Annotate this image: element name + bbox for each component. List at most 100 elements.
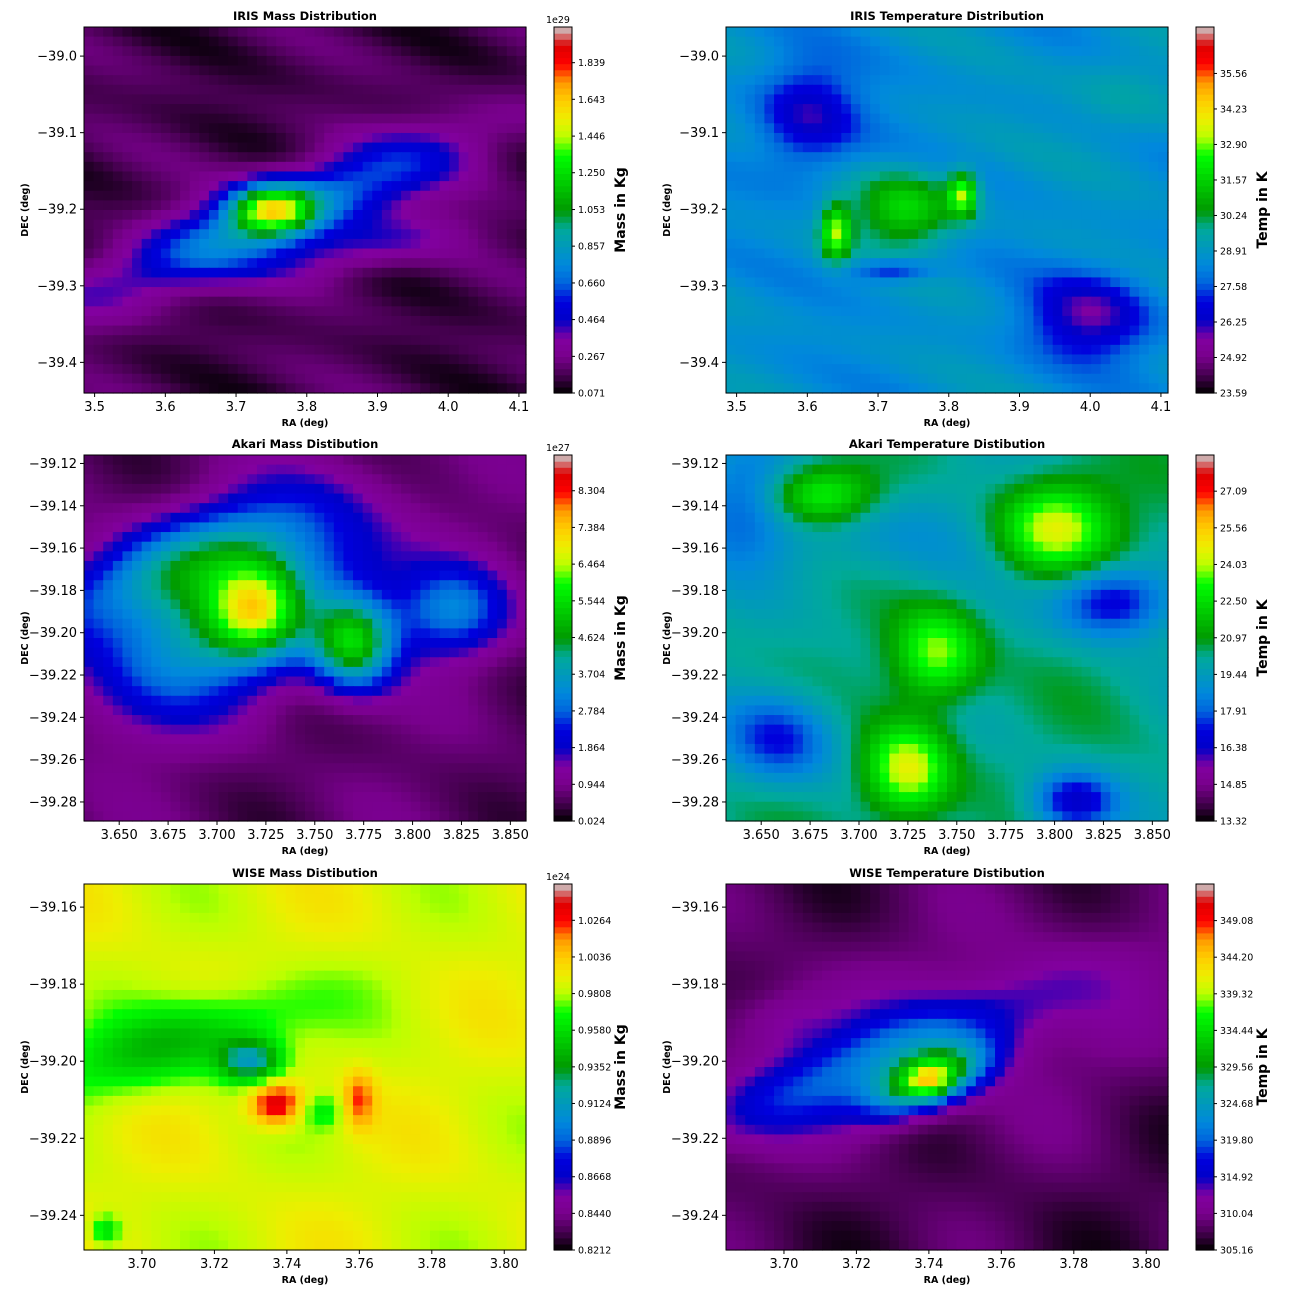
heatmap-cell	[516, 268, 526, 278]
heatmap-cell	[851, 37, 861, 47]
heatmap-cell	[363, 374, 373, 384]
heatmap-cell	[1149, 104, 1159, 114]
heatmap-cell	[861, 46, 871, 56]
heatmap-cell	[295, 152, 305, 162]
heatmap-cell	[1062, 123, 1072, 133]
heatmap-cell	[1072, 75, 1082, 85]
heatmap-cell	[420, 306, 430, 316]
heatmap-cell	[353, 27, 363, 37]
heatmap-cell	[286, 249, 296, 259]
heatmap-cell	[267, 599, 277, 609]
heatmap-cell	[334, 239, 344, 249]
heatmap-cell	[103, 715, 113, 725]
heatmap-cell	[103, 316, 113, 326]
heatmap-cell	[142, 571, 152, 581]
heatmap-cell	[286, 599, 296, 609]
heatmap-cell	[1043, 239, 1053, 249]
heatmap-cell	[918, 210, 928, 220]
heatmap-cell	[219, 94, 229, 104]
heatmap-cell	[478, 374, 488, 384]
heatmap-cell	[94, 258, 104, 268]
heatmap-cell	[209, 114, 219, 124]
heatmap-cell	[132, 181, 142, 191]
heatmap-cell	[324, 104, 334, 114]
heatmap-cell	[94, 210, 104, 220]
heatmap-cell	[870, 335, 880, 345]
heatmap-cell	[1130, 277, 1140, 287]
heatmap-cell	[142, 513, 152, 523]
heatmap-cell	[190, 542, 200, 552]
heatmap-cell	[861, 220, 871, 230]
colorbar-segment	[554, 167, 572, 174]
heatmap-cell	[1110, 297, 1120, 307]
heatmap-cell	[1033, 258, 1043, 268]
heatmap-cell	[1033, 143, 1043, 153]
heatmap-cell	[180, 686, 190, 696]
heatmap-cell	[985, 143, 995, 153]
heatmap-cell	[324, 123, 334, 133]
heatmap-cell	[745, 200, 755, 210]
heatmap-cell	[113, 503, 123, 513]
heatmap-cell	[822, 306, 832, 316]
heatmap-cell	[219, 580, 229, 590]
heatmap-cell	[870, 152, 880, 162]
heatmap-cell	[516, 345, 526, 355]
heatmap-cell	[468, 503, 478, 513]
heatmap-cell	[276, 46, 286, 56]
heatmap-cell	[295, 220, 305, 230]
heatmap-cell	[372, 551, 382, 561]
heatmap-cell	[516, 326, 526, 336]
colorbar-label: Temp in K	[1255, 170, 1271, 248]
heatmap-cell	[985, 383, 995, 393]
heatmap-cell	[488, 75, 498, 85]
heatmap-cell	[391, 619, 401, 629]
heatmap-cell	[84, 133, 94, 143]
heatmap-cell	[468, 513, 478, 523]
heatmap-cell	[209, 465, 219, 475]
heatmap-cell	[745, 220, 755, 230]
heatmap-cell	[103, 494, 113, 504]
heatmap-cell	[305, 609, 315, 619]
heatmap-cell	[1014, 306, 1024, 316]
heatmap-cell	[937, 326, 947, 336]
heatmap-cell	[488, 181, 498, 191]
heatmap-cell	[122, 239, 132, 249]
heatmap-cell	[257, 37, 267, 47]
heatmap-cell	[774, 104, 784, 114]
heatmap-cell	[334, 465, 344, 475]
heatmap-cell	[295, 239, 305, 249]
heatmap-cell	[1072, 133, 1082, 143]
heatmap-cell	[382, 37, 392, 47]
heatmap-cell	[94, 696, 104, 706]
heatmap-cell	[822, 374, 832, 384]
heatmap-cell	[928, 85, 938, 95]
heatmap-cell	[861, 239, 871, 249]
heatmap-cell	[449, 677, 459, 687]
colorbar-segment	[554, 277, 572, 284]
heatmap-cell	[909, 171, 919, 181]
heatmap-cell	[391, 705, 401, 715]
heatmap-cell	[151, 657, 161, 667]
heatmap-cell	[1101, 152, 1111, 162]
colorbar-segment	[554, 82, 572, 89]
heatmap-cell	[324, 268, 334, 278]
heatmap-cell	[937, 143, 947, 153]
heatmap-cell	[1014, 297, 1024, 307]
heatmap-cell	[170, 696, 180, 706]
heatmap-cell	[976, 268, 986, 278]
heatmap-cell	[822, 277, 832, 287]
heatmap-cell	[142, 46, 152, 56]
heatmap-cell	[199, 513, 209, 523]
heatmap-cell	[420, 75, 430, 85]
heatmap-cell	[1082, 162, 1092, 172]
heatmap-cell	[276, 465, 286, 475]
heatmap-cell	[122, 561, 132, 571]
heatmap-cell	[315, 686, 325, 696]
heatmap-cell	[774, 364, 784, 374]
heatmap-cell	[219, 677, 229, 687]
heatmap-cell	[497, 354, 507, 364]
heatmap-cell	[947, 85, 957, 95]
heatmap-cell	[286, 316, 296, 326]
heatmap-cell	[411, 277, 421, 287]
heatmap-cell	[247, 75, 257, 85]
